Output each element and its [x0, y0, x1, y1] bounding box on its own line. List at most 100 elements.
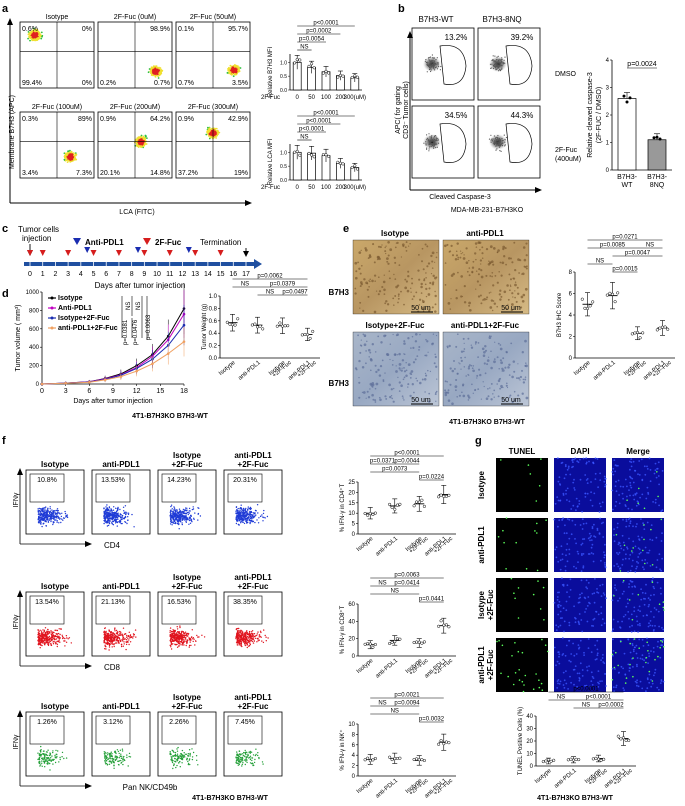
significance-label: NS — [266, 290, 274, 296]
significance-label: p=0.0414 — [394, 581, 420, 587]
significance-label: p=0.0371 — [370, 459, 396, 465]
x-tick-label: 8NQ — [650, 182, 665, 189]
day-tick: 1 — [41, 271, 45, 278]
tunel-image — [496, 638, 548, 692]
significance-label: p<0.0001 — [573, 687, 599, 693]
x-tick-label: 9 — [111, 388, 115, 395]
data-point — [275, 324, 279, 328]
x-tick-label: WT — [622, 182, 634, 189]
data-point — [420, 498, 424, 502]
growth-point — [40, 382, 44, 386]
day-tick: 13 — [191, 271, 199, 278]
data-point — [398, 502, 402, 506]
ihc-column-title: anti-PDL1+2F-Fuc — [451, 321, 520, 330]
data-point — [366, 513, 370, 517]
data-point — [298, 153, 302, 157]
x-tick-label: 300(uM) — [344, 185, 366, 191]
data-point — [395, 637, 399, 641]
panel-a-label: a — [2, 3, 9, 15]
flow-plot-frame — [411, 27, 475, 101]
growth-point — [119, 375, 123, 378]
tunel-column-title: Merge — [626, 447, 650, 456]
gate-percent: 13.2% — [445, 33, 468, 42]
data-point — [253, 322, 257, 326]
quadrant-ll: 20.1% — [100, 170, 120, 177]
data-point — [388, 641, 392, 646]
y-axis-label: Relative LCA MFI — [268, 138, 274, 185]
gate-percent: 16.53% — [167, 599, 191, 606]
data-point — [630, 332, 634, 336]
significance-label: p=0.0379 — [270, 282, 296, 288]
y-tick-label: 10 — [348, 722, 355, 728]
gate-percent: 44.3% — [511, 111, 534, 120]
gate-outline — [439, 45, 467, 85]
flow-plot-title: 2F-Fuc (300uM) — [188, 104, 238, 111]
x-tick-label: anti-PDL1 — [375, 778, 400, 800]
y-tick-label: 25 — [348, 480, 355, 486]
data-point — [311, 329, 315, 333]
flow-xlabel: CD8 — [104, 663, 121, 672]
data-point — [658, 137, 662, 141]
panel-d-label: d — [2, 288, 9, 300]
panel-a-flow-plots: Isotype 0.6% 0% 99.4% 0% 2F-Fuc (0uM) 98.9% 0.2… — [19, 14, 251, 179]
tunel-column-title: DAPI — [570, 447, 589, 456]
flow-group-title: anti-PDL1 — [102, 582, 140, 591]
significance-label: p<0.0001 — [306, 119, 332, 125]
data-point — [658, 326, 662, 330]
flow-group-title: Isotype — [173, 573, 202, 582]
gate-percent: 13.54% — [35, 599, 59, 606]
day-tick: 9 — [142, 271, 146, 278]
x-tick-label: Isotype — [356, 778, 375, 795]
y-tick-label: 20 — [348, 490, 355, 496]
flow-group-title: Isotype — [41, 582, 70, 591]
data-point — [295, 57, 299, 62]
gate-rect — [29, 473, 65, 503]
data-point — [447, 625, 451, 629]
significance-label: p=0.0002 — [598, 703, 624, 709]
flow-summary-chart: 0 5 10 15 20 25% IFN-γ in CD4⁺T Isotype anti-PD… — [339, 451, 456, 558]
x-tick-label: anti-PDL1 — [592, 360, 617, 382]
timeline-tumor-label: injection — [22, 234, 51, 243]
y-tick-label: 20 — [526, 739, 533, 745]
data-point — [444, 623, 448, 627]
significance-label: p=0.0032 — [419, 717, 445, 723]
flow-group-title: anti-PDL1 — [102, 702, 140, 711]
ihc-row-label: B7H3 — [329, 379, 350, 388]
data-point — [293, 61, 297, 65]
quadrant-ll: 99.4% — [22, 80, 42, 87]
data-point — [393, 757, 397, 761]
flow-group-title: anti-PDL1 — [234, 451, 272, 460]
data-point — [660, 325, 665, 329]
data-point — [422, 758, 426, 763]
y-tick-label: 6 — [352, 743, 356, 749]
gate-percent: 3.12% — [103, 719, 123, 726]
quadrant-ul: 0.9% — [178, 116, 194, 123]
x-tick-label: 50 — [308, 95, 315, 101]
quadrant-ll: 0.7% — [178, 80, 194, 87]
flow-group-title: +2F-Fuc — [172, 460, 203, 469]
significance-label: NS — [126, 302, 132, 310]
quadrant-ur: 0% — [82, 26, 92, 33]
data-point — [308, 336, 312, 340]
tunel-image — [496, 518, 548, 572]
y-axis-label: Tumor Weight (g) — [202, 304, 208, 350]
day-tick: 14 — [204, 271, 212, 278]
timeline-termination: Termination — [200, 238, 241, 247]
significance-label: p=0.0094 — [394, 701, 420, 707]
scale-bar-label: 50 um — [501, 305, 521, 312]
y-tick-label: 0.2 — [209, 344, 218, 350]
panel-b-xlabel: Cleaved Caspase-3 — [429, 194, 491, 201]
data-point — [307, 64, 311, 68]
gate-percent: 20.31% — [233, 477, 257, 484]
tunel-row-label: anti-PDL1 — [477, 646, 486, 684]
data-point — [616, 734, 620, 738]
data-point — [280, 324, 285, 328]
x-tick-label: B7H3- — [647, 174, 668, 181]
x-tick-label: 200 — [335, 185, 346, 191]
flow-group-title: Isotype — [173, 451, 202, 460]
x-tick-label: Isotype — [218, 360, 237, 377]
y-tick-label: 6 — [569, 292, 573, 298]
data-point — [420, 641, 424, 645]
